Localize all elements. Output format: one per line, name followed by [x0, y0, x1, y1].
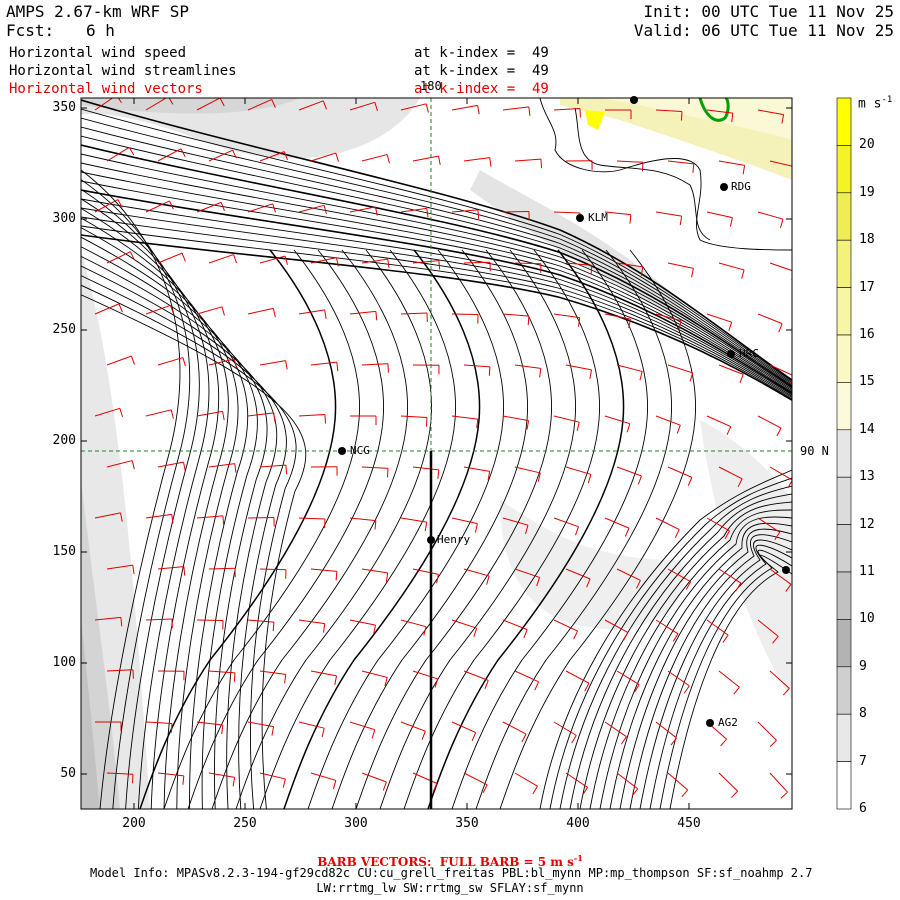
colorbar-swatch	[836, 666, 852, 715]
colorbar-swatch	[836, 192, 852, 241]
x-tick-label: 450	[677, 816, 701, 831]
y-tick-label: 250	[52, 322, 76, 337]
colorbar-level-label: 9	[859, 658, 867, 674]
colorbar-swatch	[836, 429, 852, 478]
colorbar-level-label: 14	[859, 421, 875, 437]
wind-speed-shading	[81, 98, 792, 809]
y-tick-label: 100	[52, 655, 76, 670]
colorbar-level-label: 15	[859, 374, 875, 390]
x-tick-label: 250	[233, 816, 257, 831]
station-label-klm: KLM	[588, 211, 608, 224]
colorbar-level-label: 6	[859, 801, 867, 816]
station-label-rdg: RDG	[731, 180, 751, 193]
station-label-ag2: AG2	[718, 716, 738, 729]
map-plot-area	[81, 98, 792, 809]
init-time: Init: 00 UTC Tue 11 Nov 25	[643, 2, 894, 21]
y-tick-label: 50	[60, 766, 76, 781]
colorbar-swatch	[836, 97, 852, 146]
field-name-streamlines: Horizontal wind streamlines	[9, 63, 237, 79]
model-title: AMPS 2.67-km WRF SP	[6, 2, 190, 21]
x-tick-label: 400	[566, 816, 590, 831]
station-marker-north	[630, 96, 638, 104]
colorbar-level-label: 17	[859, 279, 875, 295]
station-marker-ncg	[338, 447, 346, 455]
x-tick-label: 350	[455, 816, 479, 831]
station-marker-east	[782, 566, 790, 574]
meridian-label: 180	[420, 79, 442, 93]
field-name-speed: Horizontal wind speed	[9, 45, 187, 61]
colorbar-swatch	[836, 761, 852, 810]
model-info: Model Info: MPASv8.2.3-194-gf29cd82c CU:…	[90, 866, 813, 880]
station-marker-hrc	[727, 350, 735, 358]
station-label-ncg: NCG	[350, 444, 370, 457]
colorbar-level-label: 7	[859, 753, 867, 769]
colorbar-swatch	[836, 334, 852, 383]
streamline-group	[81, 98, 792, 809]
colorbar-level-label: 20	[859, 137, 875, 153]
map-frame	[80, 97, 793, 810]
colorbar-swatch	[836, 382, 852, 431]
x-tick-label: 300	[344, 816, 368, 831]
station-marker-klm	[576, 214, 584, 222]
station-marker-rdg	[720, 183, 728, 191]
colorbar-level-label: 8	[859, 706, 867, 722]
colorbar-swatch	[836, 619, 852, 668]
y-tick-label: 350	[52, 100, 76, 115]
colorbar-level-label: 13	[859, 469, 875, 485]
colorbar-level-label: 12	[859, 516, 875, 532]
station-marker-henry	[427, 536, 435, 544]
field-name-vectors: Horizontal wind vectors	[9, 81, 203, 97]
forecast-value: 6 h	[86, 21, 115, 40]
y-tick-label: 300	[52, 211, 76, 226]
barb-legend: BARB VECTORS: FULL BARB = 5 m s-1	[317, 853, 583, 869]
colorbar-level-label: 18	[859, 232, 875, 248]
parallel-label: 90 N	[800, 444, 829, 458]
colorbar-swatch	[836, 476, 852, 525]
station-marker-ag2	[706, 719, 714, 727]
field-level-vectors: at k-index = 49	[414, 81, 549, 97]
colorbar	[836, 97, 852, 810]
axis-ticks	[81, 98, 792, 809]
x-tick-label: 200	[122, 816, 146, 831]
field-level-streamlines: at k-index = 49	[414, 63, 549, 79]
y-tick-label: 200	[52, 433, 76, 448]
y-tick-label: 150	[52, 544, 76, 559]
colorbar-level-label: 10	[859, 611, 875, 627]
valid-time: Valid: 06 UTC Tue 11 Nov 25	[633, 21, 894, 40]
field-level-speed: at k-index = 49	[414, 45, 549, 61]
colorbar-swatch	[836, 713, 852, 762]
colorbar-swatch	[836, 524, 852, 573]
colorbar-level-label: 19	[859, 184, 875, 200]
model-info-2: LW:rrtmg_lw SW:rrtmg_sw SFLAY:sf_mynn	[316, 881, 584, 895]
colorbar-level-label: 11	[859, 564, 875, 579]
colorbar-unit: m s-1	[858, 95, 893, 112]
colorbar-swatch	[836, 239, 852, 288]
colorbar-swatch	[836, 571, 852, 620]
colorbar-swatch	[836, 145, 852, 194]
station-label-henry: Henry	[437, 533, 471, 546]
wind-barb-group	[94, 98, 792, 799]
colorbar-swatch	[836, 287, 852, 336]
forecast-label: Fcst:	[6, 21, 55, 40]
station-label-hrc: HRC	[739, 347, 759, 360]
colorbar-level-label: 16	[859, 327, 875, 342]
